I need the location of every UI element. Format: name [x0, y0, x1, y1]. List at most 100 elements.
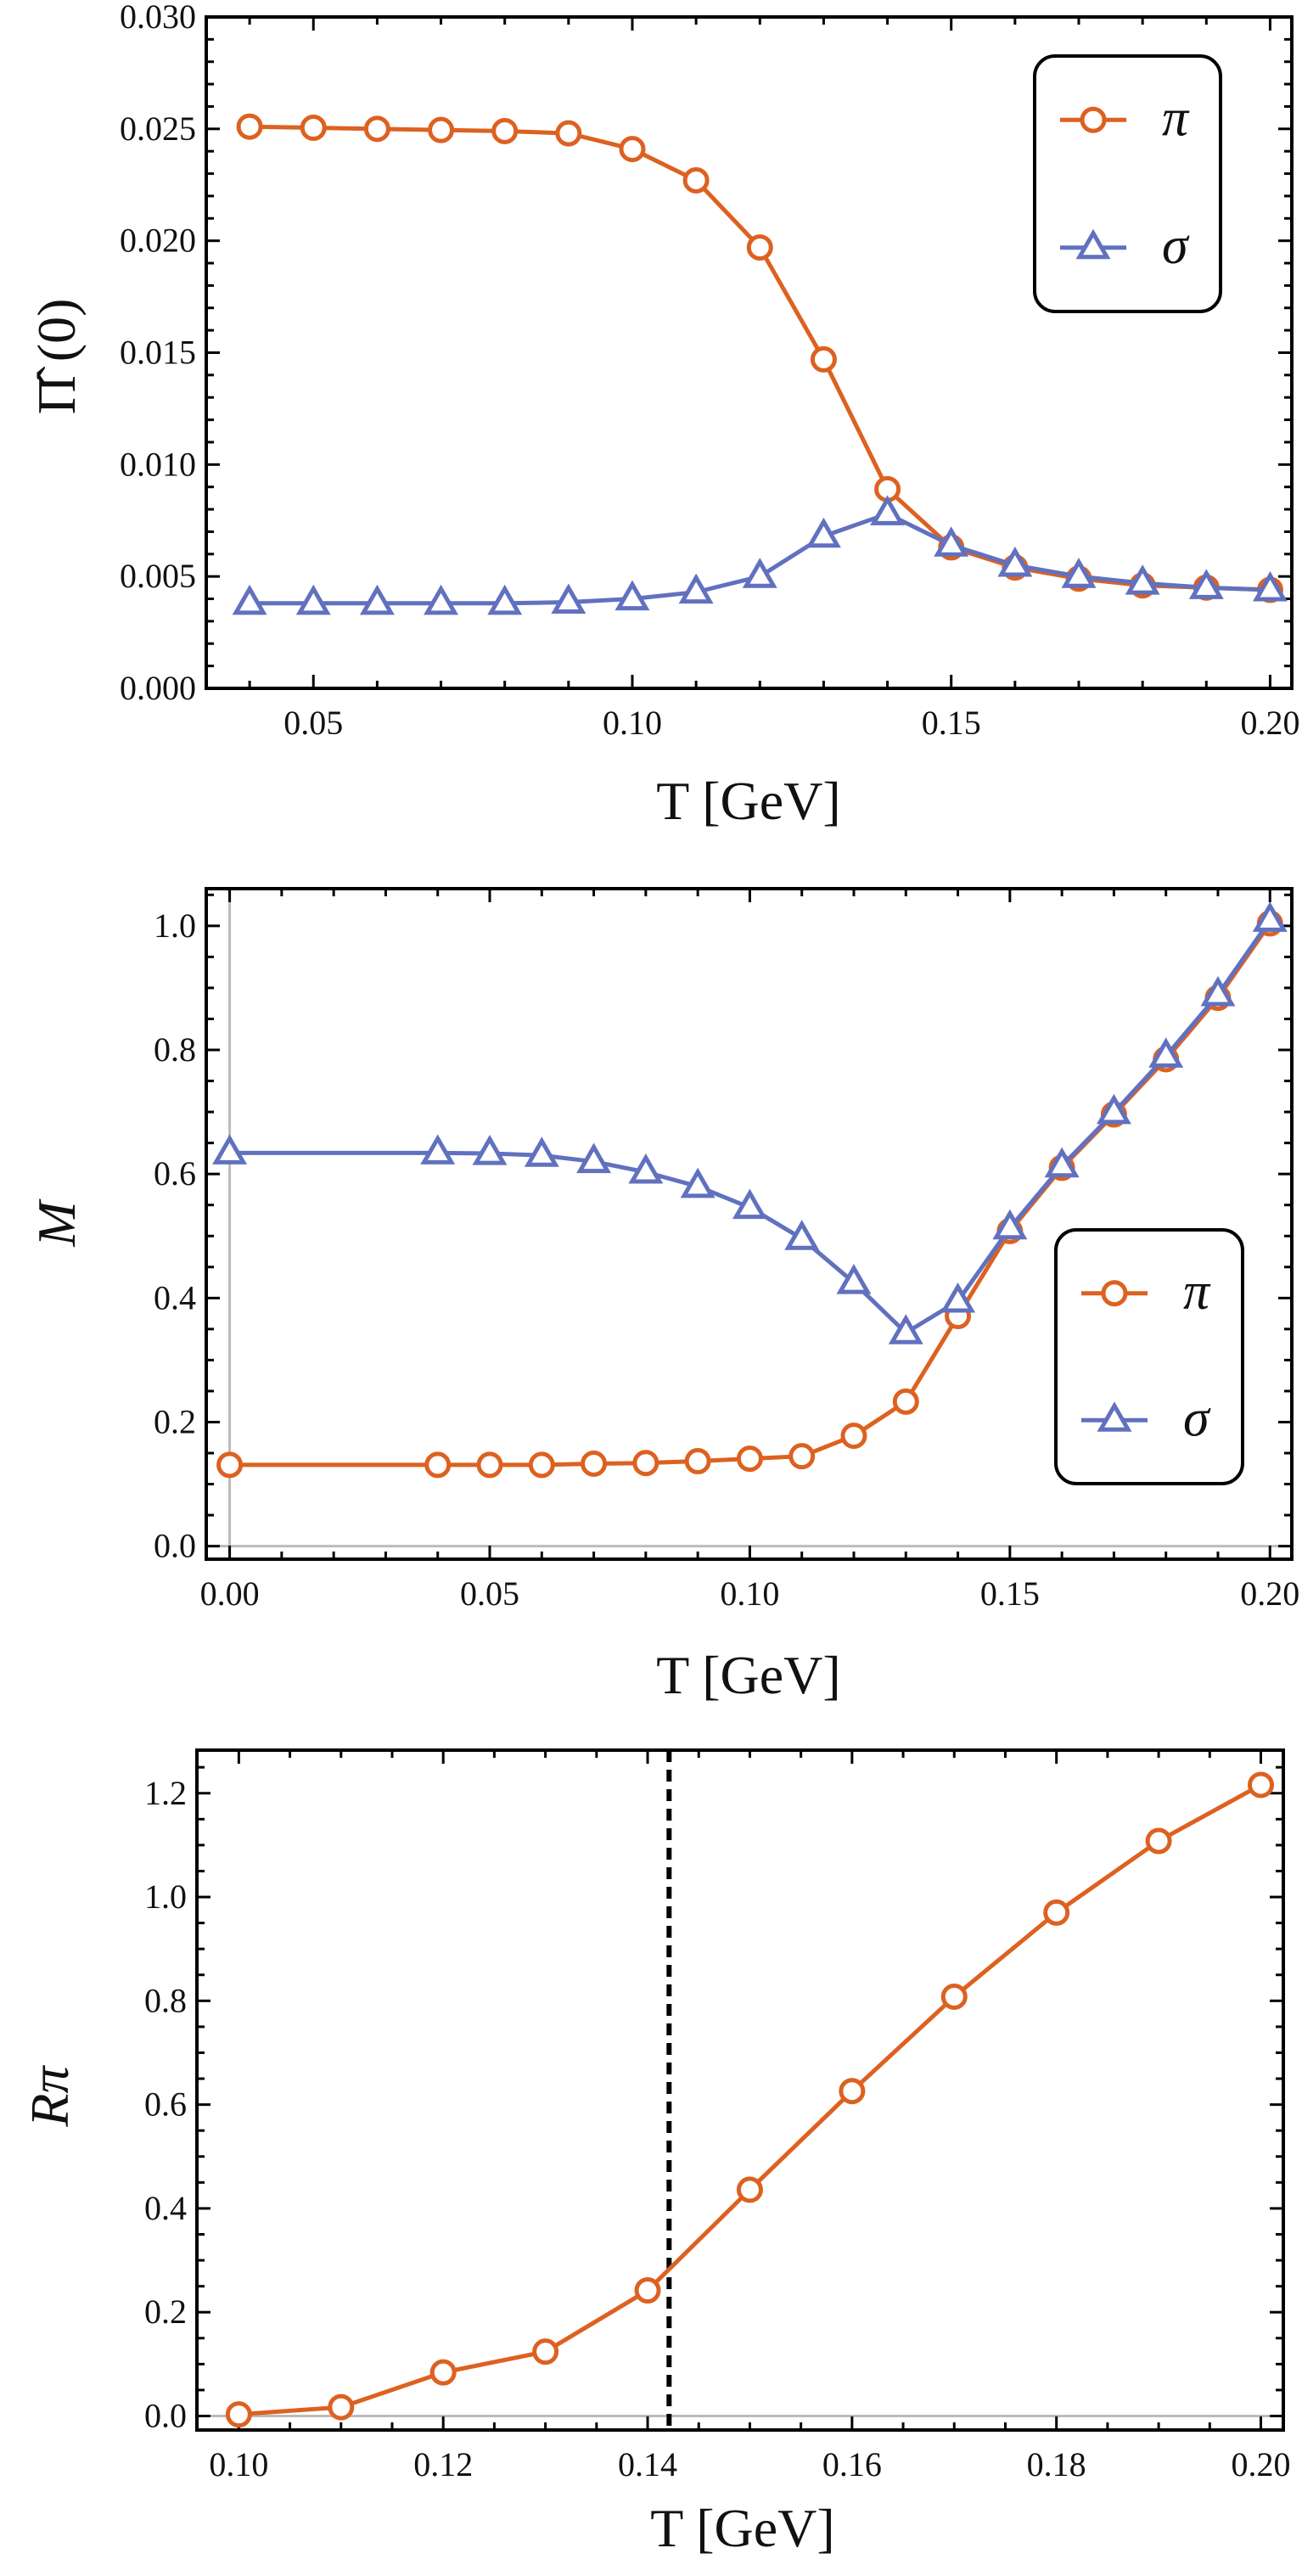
data-point [428, 116, 455, 143]
y-tick-label: 0.0 [144, 2396, 187, 2434]
triangle-marker-icon [1075, 228, 1111, 260]
data-point [487, 584, 523, 615]
x-tick-label: 0.18 [1027, 2445, 1086, 2483]
data-point [997, 546, 1033, 577]
legend-label: π [1183, 1263, 1211, 1321]
data-point [212, 1134, 248, 1165]
data-point [736, 1445, 763, 1473]
data-point [1061, 558, 1097, 588]
data-point [551, 583, 586, 615]
y-tick-label: 0.000 [120, 669, 196, 707]
data-point [1248, 1771, 1275, 1799]
data-point [934, 526, 969, 557]
data-point [742, 558, 777, 588]
y-tick-label: 0.005 [120, 557, 196, 595]
data-point [576, 1142, 612, 1174]
data-point [1188, 569, 1224, 599]
data-point [524, 1136, 559, 1167]
series-line [239, 1782, 1262, 2417]
plot-frame [195, 1748, 1285, 2432]
y-tick-label: 0.030 [120, 0, 196, 36]
data-point [295, 584, 331, 615]
chart-pi-hat-zero: Π̂ (0) T [GeV] 0.05 0.10 0.15 0.20 0.000 0.00… [26, 0, 1299, 831]
x-tick-label: 0.10 [603, 704, 662, 742]
data-point [300, 115, 327, 142]
x-tick-label: 0.05 [283, 704, 343, 742]
data-point [1096, 1093, 1131, 1125]
legend-label: π [1162, 89, 1190, 147]
y-tick-label: 0.020 [120, 222, 196, 260]
data-point [1200, 975, 1236, 1007]
data-point [1044, 1147, 1080, 1178]
y-tick-label: 0.4 [144, 2189, 187, 2227]
x-tick-label: 0.16 [822, 2445, 882, 2483]
data-point [784, 1220, 820, 1250]
data-point [684, 1448, 711, 1475]
data-point [420, 1134, 456, 1165]
y-tick-label: 0.2 [144, 2293, 187, 2331]
chart-r-pi: Rπ T [GeV] 0.10 0.12 0.14 0.16 0.18 0.20 0.0 0.… [20, 1748, 1291, 2558]
plot-frame [205, 15, 1294, 690]
data-point [225, 2401, 252, 2428]
y-tick-label: 0.8 [144, 1981, 187, 2019]
data-point [528, 1451, 555, 1479]
legend-label: σ [1162, 217, 1190, 275]
y-tick-label: 0.8 [154, 1030, 196, 1069]
data-point [836, 1264, 872, 1294]
x-tick-label: 0.10 [209, 2445, 268, 2483]
data-point [491, 117, 519, 144]
data-point [888, 1314, 923, 1344]
y-tick-label: 0.6 [154, 1154, 196, 1193]
data-point [682, 166, 710, 194]
data-point [732, 1188, 767, 1220]
x-tick-label: 0.20 [1240, 1574, 1299, 1613]
data-point [236, 113, 263, 140]
y-tick-label: 0.6 [144, 2085, 187, 2124]
data-point [581, 1450, 608, 1477]
legend: πσ [1054, 1228, 1244, 1485]
y-tick-label: 0.2 [154, 1402, 196, 1440]
data-point [429, 2359, 457, 2386]
x-tick-label: 0.15 [922, 704, 981, 742]
y-tick-label: 1.0 [144, 1877, 187, 1916]
data-point [680, 1167, 716, 1198]
data-point [870, 495, 906, 525]
x-tick-label: 0.14 [618, 2445, 677, 2483]
y-tick-label: 0.015 [120, 334, 196, 372]
data-point [810, 345, 837, 373]
data-point [940, 1983, 968, 2010]
x-tick-label: 0.20 [1232, 2445, 1291, 2483]
series-sigma [232, 495, 1288, 615]
data-point [634, 2277, 661, 2304]
data-point [216, 1451, 244, 1479]
data-point [632, 1450, 659, 1477]
data-point [472, 1135, 508, 1165]
legend-item-sigma: σ [1081, 1389, 1211, 1447]
data-point [1252, 901, 1288, 932]
data-point [363, 115, 390, 143]
data-point [992, 1209, 1028, 1240]
legend-item-pi: π [1060, 89, 1190, 147]
y-axis-label: Π̂ (0) [26, 299, 87, 415]
x-tick-label: 0.15 [980, 1574, 1040, 1613]
data-point [678, 573, 714, 604]
y-tick-label: 0.025 [120, 109, 196, 148]
x-axis-label: T [GeV] [656, 771, 840, 831]
legend-box [1033, 54, 1222, 313]
chart-mass: M T [GeV] 0.00 0.05 0.10 0.15 0.20 0.0 0.2 0.4 0… [26, 887, 1299, 1705]
data-point [328, 2394, 355, 2421]
data-point [232, 584, 267, 615]
data-point [1148, 1037, 1184, 1068]
data-point [476, 1451, 503, 1479]
y-tick-label: 0.010 [120, 445, 196, 483]
data-point [615, 580, 650, 611]
data-point [839, 2078, 866, 2105]
data-point [424, 584, 459, 615]
x-axis-label: T [GeV] [650, 2498, 834, 2558]
y-tick-label: 1.0 [154, 906, 196, 945]
data-point [892, 1388, 919, 1415]
data-point [1145, 1827, 1172, 1855]
legend-item-pi: π [1081, 1263, 1211, 1321]
x-axis-label: T [GeV] [656, 1645, 840, 1705]
